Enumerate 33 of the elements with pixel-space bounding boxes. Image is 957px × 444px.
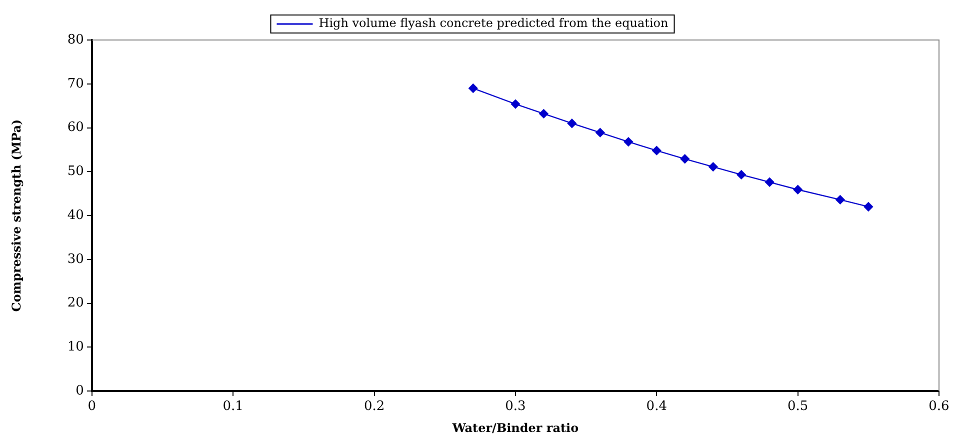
y-tick-label: 10	[67, 340, 84, 354]
y-tick-label: 80	[67, 32, 84, 48]
point	[539, 109, 548, 118]
y-tick-label: 30	[67, 252, 84, 267]
x-axis-title: Water/Binder ratio	[451, 420, 579, 435]
y-tick-label: 70	[67, 76, 84, 92]
point	[652, 146, 662, 156]
x-tick-label: 0.3	[505, 399, 526, 414]
point	[864, 202, 874, 212]
point	[468, 84, 478, 93]
point	[836, 195, 845, 204]
point	[624, 137, 634, 146]
x-tick-label: 0.4	[646, 399, 667, 414]
y-tick-label: 20	[67, 296, 84, 311]
y-tick-label: 40	[67, 208, 84, 223]
x-tick-label: 0.6	[928, 399, 950, 414]
point	[510, 99, 520, 109]
x-tick-label: 0	[88, 399, 96, 414]
x-tick-label: 0.2	[364, 399, 385, 414]
y-tick-label: 60	[67, 120, 84, 136]
point	[764, 178, 774, 187]
legend-label: High volume flyash concrete predicted from the equation	[318, 16, 669, 30]
point	[680, 154, 690, 164]
point	[736, 170, 746, 180]
y-axis-title: Compressive strength (MPa)	[9, 119, 24, 312]
point	[793, 185, 802, 194]
x-tick-label: 0.1	[222, 399, 244, 414]
y-tick-label: 0	[76, 383, 84, 398]
point	[567, 118, 577, 128]
point	[596, 128, 605, 138]
point	[708, 162, 718, 172]
x-tick-label: 0.5	[787, 399, 808, 414]
y-tick-label: 50	[67, 164, 84, 179]
